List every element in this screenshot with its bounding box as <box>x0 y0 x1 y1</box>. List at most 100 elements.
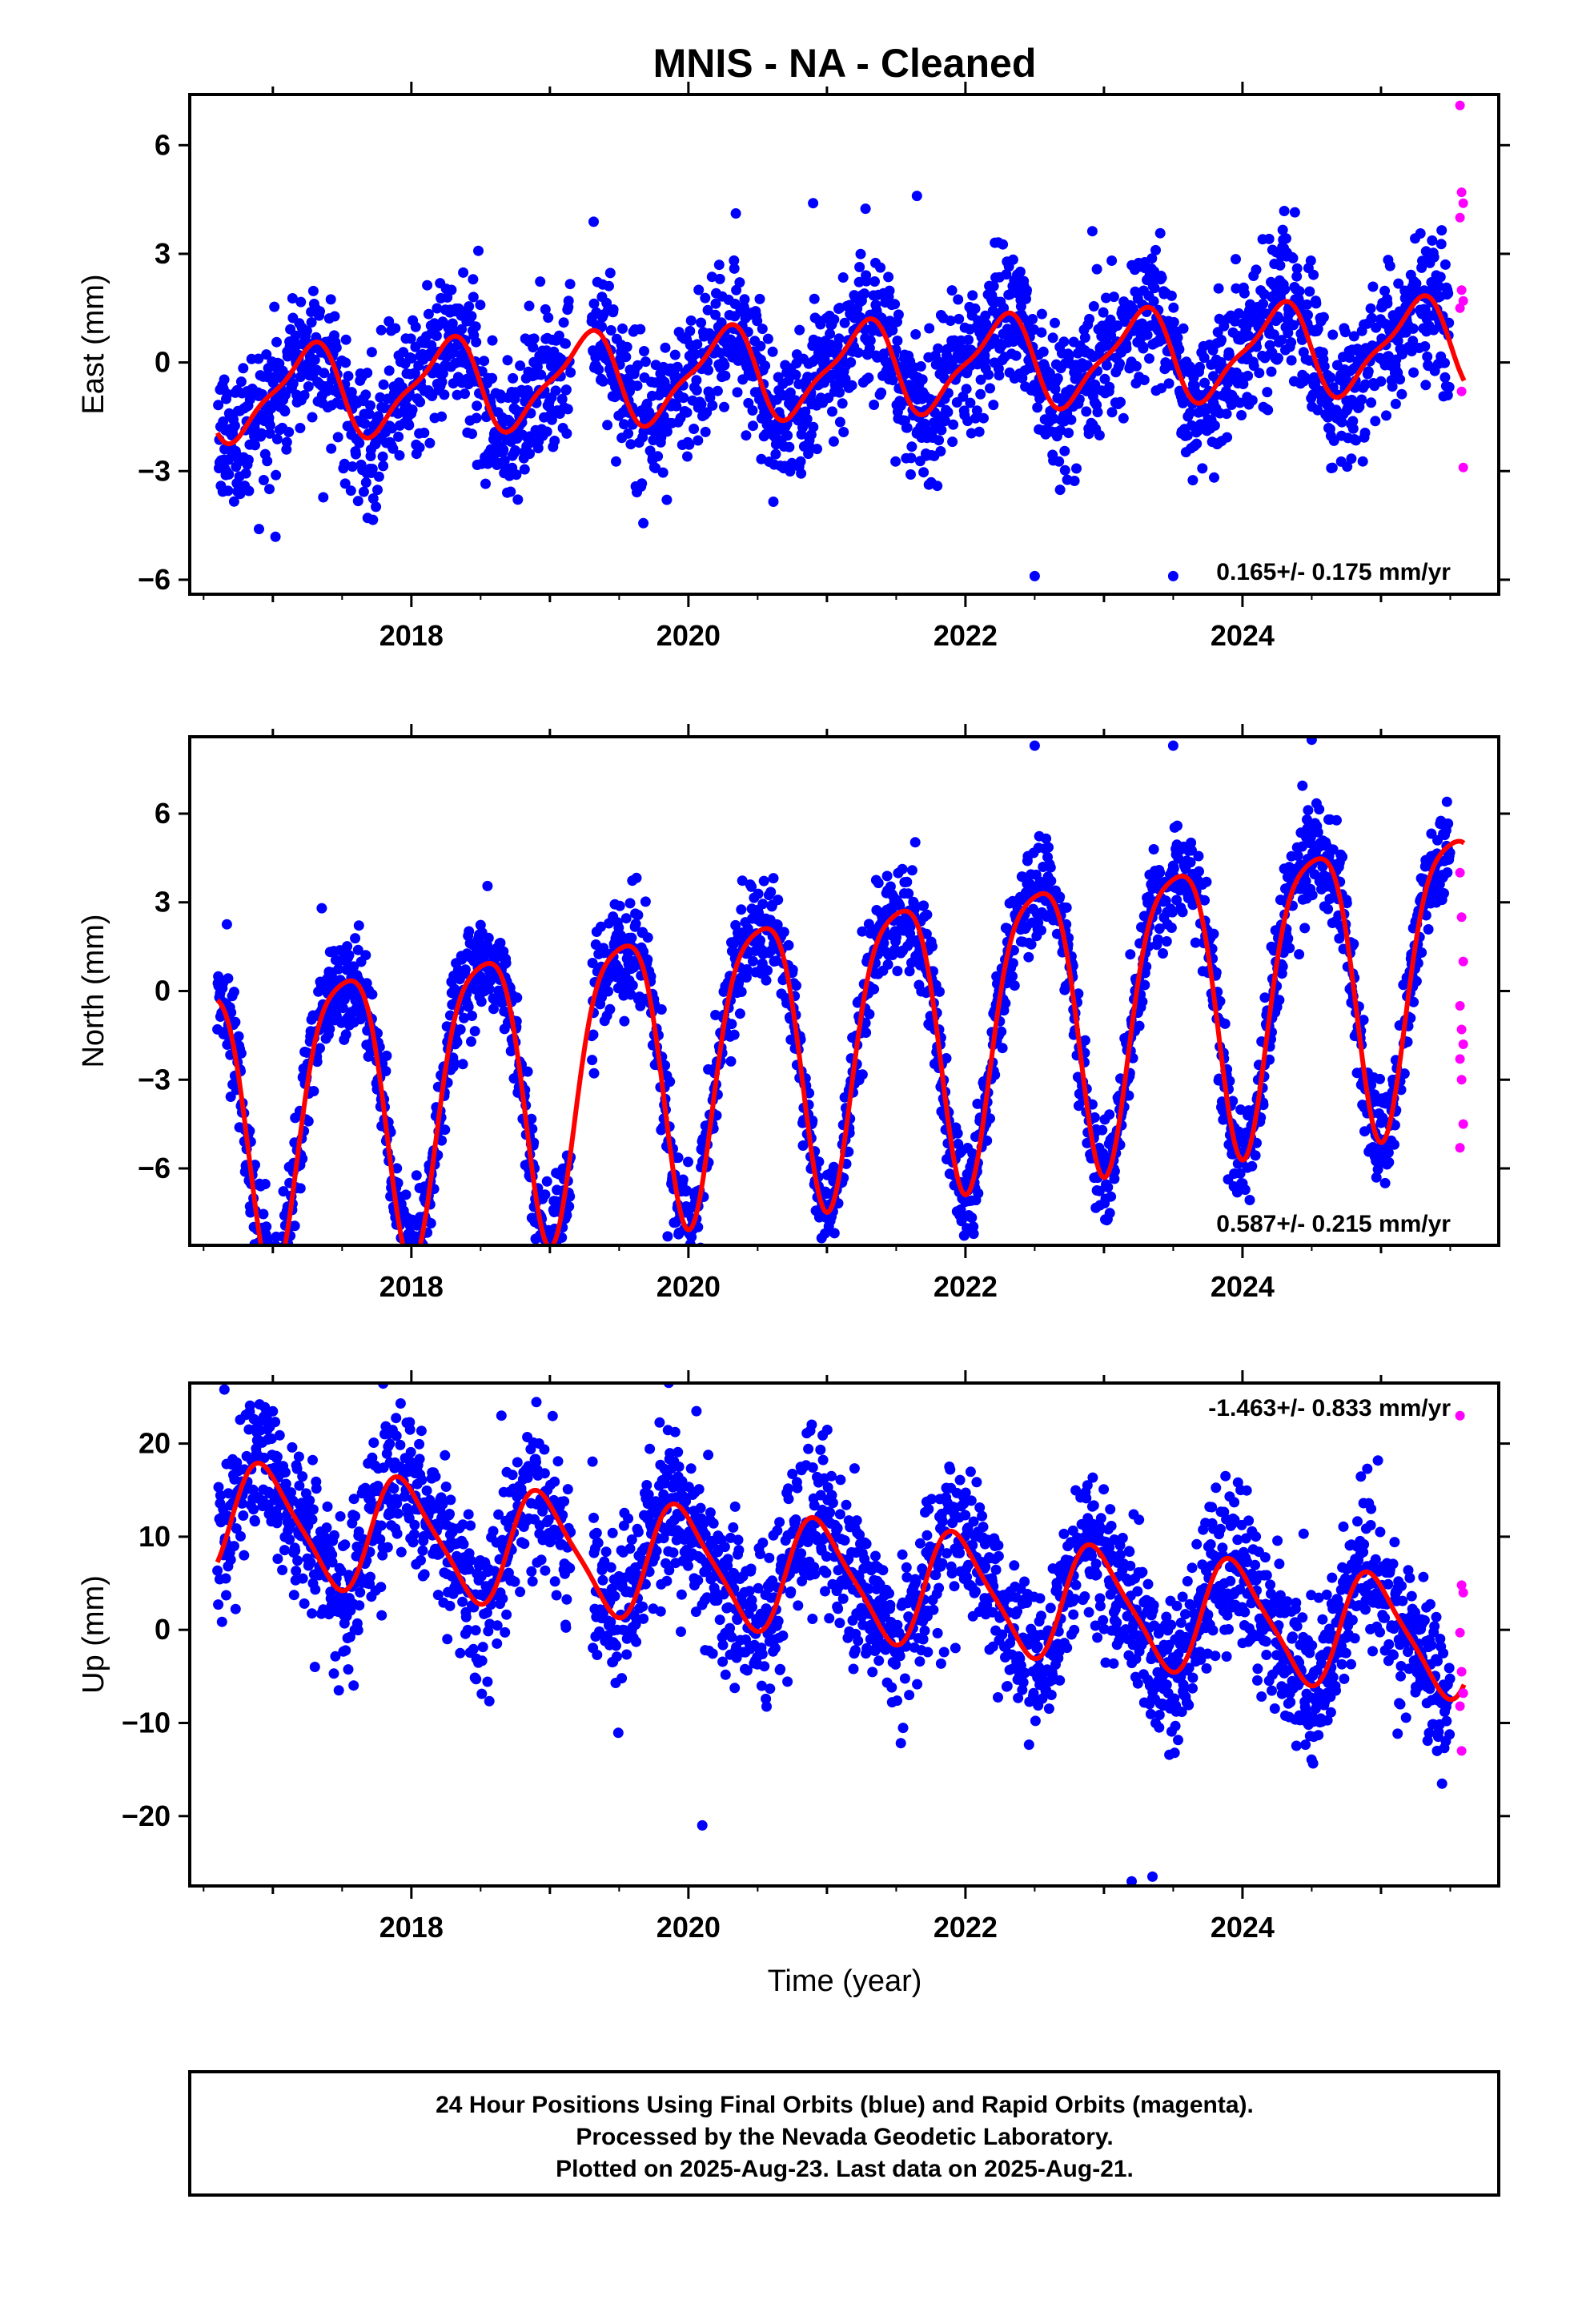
final-orbit-point <box>264 1342 275 1353</box>
final-orbit-point <box>729 263 740 274</box>
final-orbit-point <box>299 390 310 400</box>
final-orbit-point <box>1213 283 1224 294</box>
final-orbit-point <box>1325 372 1336 383</box>
final-orbit-point <box>1294 949 1305 960</box>
final-orbit-point <box>556 1265 566 1275</box>
final-orbit-point <box>741 430 752 441</box>
final-orbit-point <box>1348 939 1359 950</box>
final-orbit-point <box>1222 432 1233 443</box>
final-orbit-point <box>410 321 421 332</box>
final-orbit-point <box>1123 1090 1134 1101</box>
final-orbit-point <box>505 486 516 497</box>
final-orbit-point <box>342 941 353 952</box>
final-orbit-point <box>784 441 795 452</box>
final-orbit-point <box>528 342 539 353</box>
final-orbit-point <box>1420 380 1431 391</box>
final-orbit-point <box>739 294 750 305</box>
final-orbit-point <box>564 1201 575 1212</box>
final-orbit-point <box>700 426 711 437</box>
final-orbit-point <box>351 448 361 460</box>
final-orbit-point <box>1010 350 1022 361</box>
final-orbit-point <box>934 986 945 997</box>
final-orbit-point <box>875 262 886 273</box>
final-orbit-point <box>1106 407 1118 418</box>
final-orbit-point <box>326 443 337 454</box>
final-orbit-point <box>712 385 723 396</box>
final-orbit-point <box>932 480 943 492</box>
final-orbit-point <box>460 964 471 975</box>
final-orbit-point <box>339 478 351 489</box>
final-orbit-point <box>535 1281 545 1292</box>
final-orbit-point <box>887 375 898 386</box>
final-orbit-point <box>1297 780 1308 791</box>
final-orbit-point <box>941 1053 952 1063</box>
final-orbit-point <box>588 298 600 309</box>
final-orbit-point <box>719 401 729 412</box>
final-orbit-point <box>1284 943 1295 954</box>
final-orbit-point <box>1088 301 1099 312</box>
final-orbit-point <box>1443 287 1454 299</box>
final-orbit-point <box>1139 979 1150 991</box>
final-orbit-point <box>864 343 875 354</box>
final-orbit-point <box>998 239 1009 250</box>
final-orbit-point <box>265 1316 275 1326</box>
final-orbit-point <box>1101 292 1111 304</box>
final-orbit-point <box>837 398 848 409</box>
final-orbit-point <box>604 267 616 279</box>
final-orbit-point <box>1254 368 1265 379</box>
final-orbit-point <box>983 369 994 380</box>
final-orbit-point <box>617 323 628 334</box>
final-orbit-point <box>689 424 700 434</box>
final-orbit-point <box>1288 320 1299 331</box>
final-orbit-point <box>917 374 928 385</box>
final-orbit-point <box>683 1156 693 1168</box>
final-orbit-point <box>1125 949 1136 960</box>
final-orbit-point <box>980 310 991 321</box>
final-orbit-point <box>603 986 613 997</box>
final-orbit-point <box>371 501 382 513</box>
final-orbit-point <box>1319 361 1330 372</box>
final-orbit-point <box>1277 961 1288 972</box>
final-orbit-point <box>660 342 671 353</box>
final-orbit-point <box>828 436 839 447</box>
final-orbit-point <box>1227 1096 1239 1107</box>
final-orbit-point <box>315 306 325 317</box>
final-orbit-point <box>1108 292 1119 303</box>
final-orbit-point <box>303 1116 314 1127</box>
final-orbit-point <box>470 321 481 332</box>
final-orbit-point <box>456 324 468 335</box>
final-orbit-point <box>400 1189 412 1200</box>
final-orbit-point <box>560 384 572 396</box>
final-orbit-point <box>343 371 354 382</box>
final-orbit-point <box>365 400 375 411</box>
final-orbit-point <box>881 870 893 882</box>
final-orbit-point <box>1161 936 1172 947</box>
final-orbit-point <box>1032 402 1043 413</box>
final-orbit-point <box>405 333 416 344</box>
final-orbit-point <box>927 941 938 952</box>
final-orbit-point <box>1015 301 1026 312</box>
final-orbit-point <box>1347 423 1359 434</box>
final-orbit-point <box>564 279 576 290</box>
final-orbit-point <box>457 1059 468 1070</box>
final-orbit-point <box>1262 387 1273 398</box>
final-orbit-point <box>1054 456 1065 467</box>
final-orbit-point <box>1036 925 1046 936</box>
final-orbit-point <box>332 432 343 443</box>
final-orbit-point <box>1351 435 1362 446</box>
final-orbit-point <box>642 954 653 965</box>
final-orbit-point <box>495 938 506 948</box>
final-orbit-point <box>1148 296 1159 307</box>
final-orbit-point <box>608 304 619 315</box>
final-orbit-point <box>1348 331 1359 342</box>
final-orbit-point <box>524 437 536 448</box>
final-orbit-point <box>729 255 740 266</box>
final-orbit-point <box>262 1256 272 1266</box>
final-orbit-point <box>834 387 845 398</box>
final-orbit-point <box>264 420 275 431</box>
final-orbit-point <box>1215 995 1226 1007</box>
rapid-orbit-point <box>1458 198 1468 208</box>
final-orbit-point <box>1091 263 1102 275</box>
final-orbit-point <box>250 440 260 451</box>
